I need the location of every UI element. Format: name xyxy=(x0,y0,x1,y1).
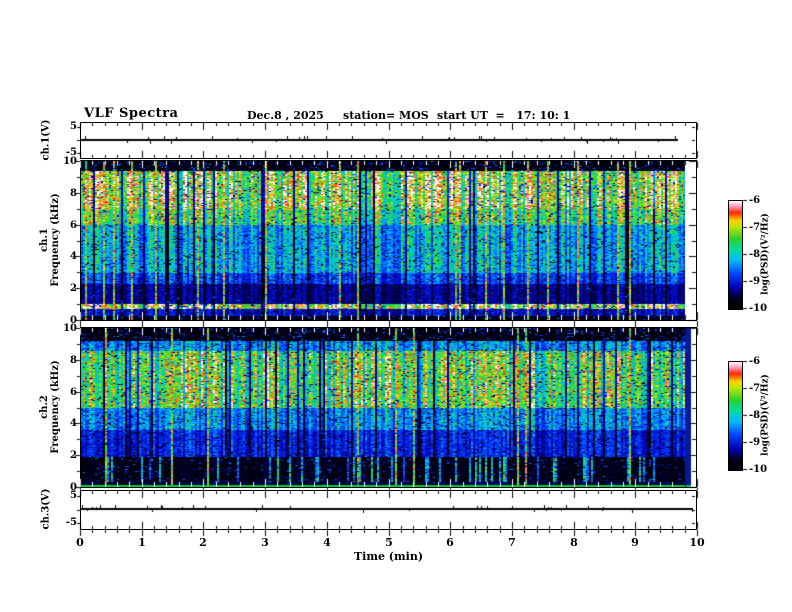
ch3-voltage-tick-neg5: -5 xyxy=(65,517,77,528)
time-tick-label: 1 xyxy=(138,536,146,549)
ch1-frequency-tick: 6 xyxy=(70,220,77,231)
ch2-axis-quantity: Frequency (kHz) xyxy=(50,360,61,454)
ch1-colorbar-tick: -9 xyxy=(749,276,761,287)
time-tick-label: 6 xyxy=(446,536,454,549)
ch1-colorbar-tick: -8 xyxy=(749,249,761,260)
time-tick-label: 4 xyxy=(323,536,331,549)
ch1-frequency-tick: 4 xyxy=(70,251,77,262)
time-tick-label: 10 xyxy=(689,536,705,549)
plot-title: VLF Spectra xyxy=(84,106,179,121)
ch2-colorbar-tick: -10 xyxy=(749,464,768,475)
ch2-colorbar-tick: -9 xyxy=(749,437,761,448)
ch2-spectrogram-panel xyxy=(80,327,697,488)
time-tick-label: 7 xyxy=(508,536,516,549)
time-tick-label: 9 xyxy=(631,536,639,549)
ch1-colorbar-tick: -6 xyxy=(749,195,761,206)
ch1-axis-channel: ch.1 xyxy=(39,228,50,252)
ch1-frequency-tick: 10 xyxy=(63,156,77,167)
ch1-frequency-tick: 2 xyxy=(70,283,77,294)
time-tick-label: 2 xyxy=(199,536,207,549)
ch1-axis-quantity: Frequency (kHz) xyxy=(50,193,61,287)
ch2-colorbar-tick: -8 xyxy=(749,410,761,421)
ch3-voltage-panel xyxy=(80,490,697,530)
ch1-colorbar xyxy=(728,200,743,310)
ch2-axis-channel: ch.2 xyxy=(39,395,50,419)
time-axis-title: Time (min) xyxy=(353,550,424,563)
ch2-frequency-tick: 8 xyxy=(70,355,77,366)
ch1-spectrogram-canvas xyxy=(81,161,696,320)
ch1-colorbar-label: log(PSD)(V²/Hz) xyxy=(760,213,771,295)
ch1-voltage-panel xyxy=(80,122,697,159)
ch2-spectrogram-canvas xyxy=(81,328,696,487)
ch1-colorbar-tick: -7 xyxy=(749,222,761,233)
ch2-colorbar-label: log(PSD)(V²/Hz) xyxy=(760,374,771,456)
ch2-colorbar-tick: -7 xyxy=(749,383,761,394)
ch1-frequency-axis-label: ch.1 Frequency (kHz) xyxy=(39,193,61,286)
plot-station: station= MOS xyxy=(343,109,429,122)
ch1-spectrogram-panel xyxy=(80,160,697,321)
ch1-colorbar-tick: -10 xyxy=(749,303,768,314)
ch1-voltage-tick-5: 5 xyxy=(70,121,77,132)
time-tick-label: 0 xyxy=(76,536,84,549)
ch2-frequency-tick: 6 xyxy=(70,387,77,398)
ch2-frequency-tick: 2 xyxy=(70,450,77,461)
ch1-voltage-axis-label: ch.1(V) xyxy=(40,119,52,161)
time-tick-label: 8 xyxy=(570,536,578,549)
plot-date: Dec.8 , 2025 xyxy=(247,109,324,122)
ch1-frequency-tick: 8 xyxy=(70,188,77,199)
ch2-colorbar-tick: -6 xyxy=(749,356,761,367)
time-tick-label: 5 xyxy=(385,536,393,549)
ch2-colorbar xyxy=(728,361,743,471)
ch3-voltage-tick-5: 5 xyxy=(70,490,77,501)
ch2-frequency-tick: 4 xyxy=(70,418,77,429)
plot-start-ut: start UT = 17: 10: 1 xyxy=(437,109,571,122)
time-tick-label: 3 xyxy=(261,536,269,549)
ch2-frequency-tick: 10 xyxy=(63,323,77,334)
ch2-frequency-axis-label: ch.2 Frequency (kHz) xyxy=(39,360,61,453)
ch3-voltage-axis-label: ch.3(V) xyxy=(40,488,52,530)
